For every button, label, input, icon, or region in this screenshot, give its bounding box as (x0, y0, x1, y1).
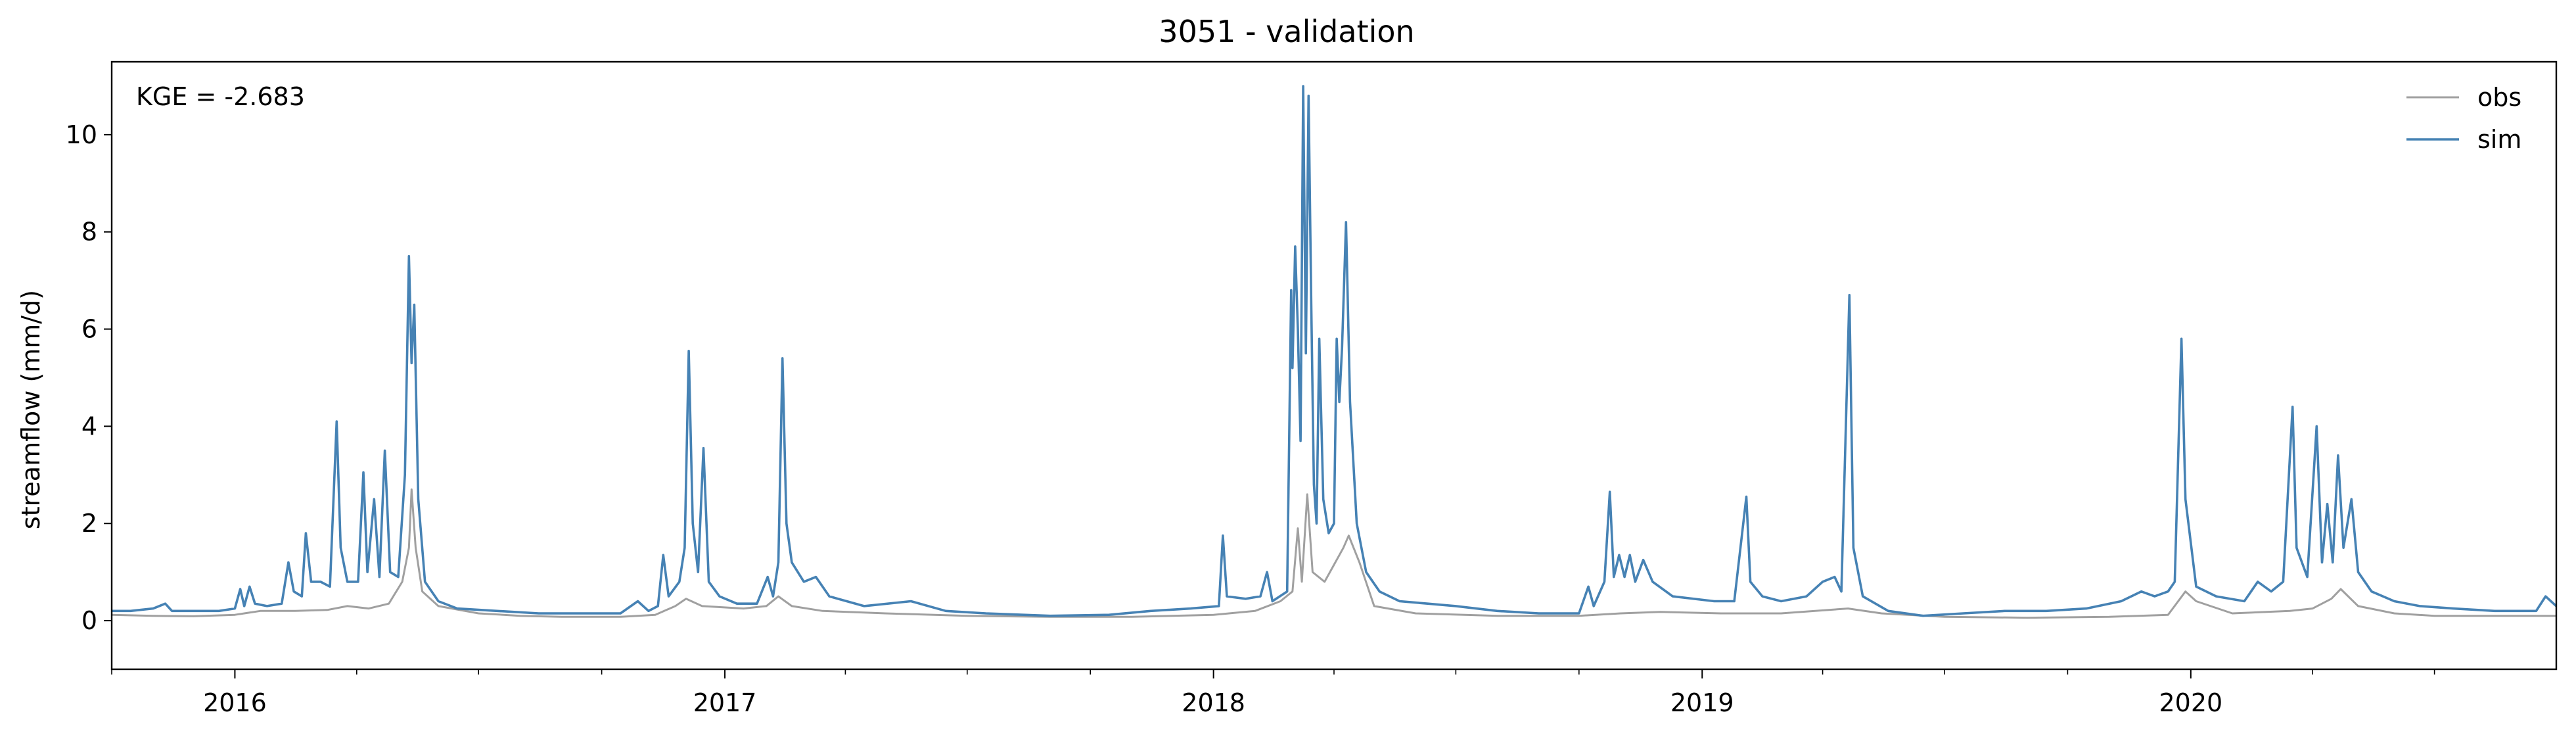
y-tick-label: 8 (81, 218, 97, 247)
x-tick-label: 2017 (693, 688, 757, 717)
x-tick-label: 2018 (1182, 688, 1245, 717)
kge-annotation: KGE = -2.683 (136, 82, 305, 111)
y-axis-label: streamflow (mm/d) (16, 290, 45, 529)
x-axis: 2016 2017 2018 2019 2020 (111, 669, 2435, 717)
chart-title: 3051 - validation (1159, 14, 1414, 49)
y-tick-label: 0 (81, 606, 97, 635)
x-tick-label: 2020 (2159, 688, 2222, 717)
x-tick-label: 2019 (1670, 688, 1734, 717)
legend: obs sim (2406, 83, 2521, 154)
y-axis: 0 2 4 6 8 10 (66, 120, 112, 635)
legend-label-obs: obs (2477, 83, 2521, 112)
y-tick-label: 4 (81, 412, 97, 440)
series-line-obs (112, 488, 2556, 619)
y-tick-label: 10 (66, 120, 97, 149)
series-line-sim (112, 85, 2556, 617)
y-tick-label: 2 (81, 509, 97, 538)
plot-frame (110, 60, 2558, 671)
series-layer (112, 85, 2556, 619)
y-tick-label: 6 (81, 315, 97, 344)
x-tick-label: 2016 (203, 688, 267, 717)
legend-label-sim: sim (2477, 125, 2521, 154)
